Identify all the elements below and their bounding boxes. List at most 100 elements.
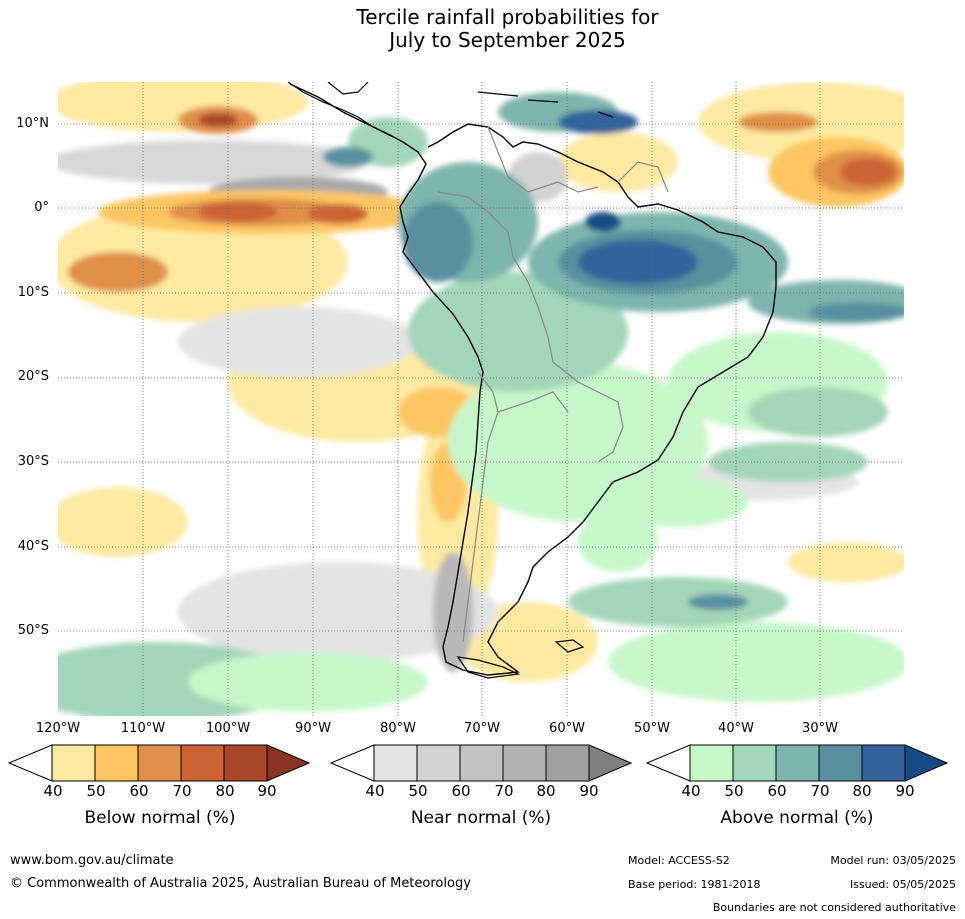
colorbar-tick: 90 bbox=[257, 782, 277, 800]
lon-label: 60°W bbox=[549, 721, 585, 736]
colorbar-segment bbox=[94, 744, 139, 782]
colorbar-tick: 60 bbox=[451, 782, 471, 800]
above-normal-region bbox=[748, 387, 888, 437]
lon-label: 40°W bbox=[718, 721, 754, 736]
below-normal-region bbox=[738, 112, 818, 132]
below-normal-region bbox=[198, 202, 278, 222]
model-name: Model: ACCESS-S2 bbox=[628, 854, 730, 867]
above-normal-region bbox=[188, 652, 428, 712]
below-normal-region bbox=[840, 158, 896, 186]
colorbar-tick: 60 bbox=[129, 782, 149, 800]
colorbar-segment bbox=[818, 744, 863, 782]
below-normal-region bbox=[68, 252, 168, 292]
lat-label: 40°S bbox=[17, 539, 49, 554]
colorbar-segment bbox=[588, 744, 632, 782]
south-america-coastline bbox=[289, 83, 777, 676]
above-normal-region bbox=[568, 577, 788, 627]
map-title-line-1: Tercile rainfall probabilities for bbox=[356, 5, 659, 29]
probability-field bbox=[58, 82, 904, 716]
falkland-islands bbox=[554, 639, 585, 653]
colorbar-segment bbox=[502, 744, 547, 782]
country-borders bbox=[437, 126, 669, 643]
below-normal-legend-title: Below normal (%) bbox=[84, 808, 236, 828]
colorbar-tick: 50 bbox=[724, 782, 744, 800]
colorbar-tick: 70 bbox=[172, 782, 192, 800]
boundaries-disclaimer: Boundaries are not considered authoritat… bbox=[712, 901, 956, 914]
colorbar-segment bbox=[8, 744, 53, 782]
colorbar-tick: 50 bbox=[408, 782, 428, 800]
model-run-date: Model run: 03/05/2025 bbox=[830, 854, 956, 867]
above-normal-region bbox=[608, 622, 904, 702]
lon-label: 120°W bbox=[35, 721, 81, 736]
above-normal-legend-title: Above normal (%) bbox=[720, 808, 874, 828]
colorbar-segment bbox=[137, 744, 182, 782]
above-normal-region bbox=[403, 202, 473, 282]
colorbar-segment bbox=[861, 744, 906, 782]
near-normal-region bbox=[58, 140, 368, 184]
near-normal-legend-title: Near normal (%) bbox=[410, 808, 552, 828]
above-normal-region bbox=[585, 212, 621, 232]
colorbar-tick: 80 bbox=[852, 782, 872, 800]
lon-label: 30°W bbox=[802, 721, 838, 736]
lat-label: 20°S bbox=[17, 369, 49, 384]
lon-label: 70°W bbox=[464, 721, 500, 736]
colorbar-segment bbox=[373, 744, 418, 782]
above-normal-colorbar bbox=[646, 744, 948, 782]
colorbar-tick: 50 bbox=[86, 782, 106, 800]
central-america-coastline bbox=[287, 82, 394, 138]
issued-date: Issued: 05/05/2025 bbox=[849, 878, 956, 891]
colorbar-segment bbox=[775, 744, 820, 782]
colorbar-tick: 40 bbox=[43, 782, 63, 800]
colorbar-segment bbox=[330, 744, 375, 782]
colorbar-tick: 70 bbox=[810, 782, 830, 800]
lat-label: 10°S bbox=[17, 285, 49, 300]
colorbar-tick: 40 bbox=[681, 782, 701, 800]
colorbar-segment bbox=[689, 744, 734, 782]
colorbar-segment bbox=[646, 744, 691, 782]
colorbar-tick: 40 bbox=[365, 782, 385, 800]
graticule bbox=[58, 82, 904, 716]
map-canvas bbox=[58, 82, 904, 716]
lat-label: 10°N bbox=[16, 116, 49, 131]
below-normal-region bbox=[308, 204, 368, 224]
above-normal-region bbox=[608, 477, 748, 527]
colorbar-segment bbox=[180, 744, 225, 782]
lat-label: 50°S bbox=[17, 623, 49, 638]
above-normal-region bbox=[578, 512, 658, 572]
lon-label: 110°W bbox=[120, 721, 166, 736]
colorbar-segment bbox=[732, 744, 777, 782]
colorbar-segment bbox=[266, 744, 310, 782]
colorbar-tick: 90 bbox=[895, 782, 915, 800]
colorbar-tick: 60 bbox=[767, 782, 787, 800]
above-normal-region bbox=[408, 272, 628, 392]
colorbar-tick: 80 bbox=[536, 782, 556, 800]
lon-label: 100°W bbox=[205, 721, 251, 736]
above-normal-region bbox=[688, 594, 748, 610]
colorbar-segment bbox=[904, 744, 948, 782]
colorbar-segment bbox=[459, 744, 504, 782]
colorbar-segment bbox=[545, 744, 590, 782]
below-normal-region bbox=[198, 113, 238, 127]
above-normal-region bbox=[578, 240, 698, 284]
base-period: Base period: 1981-2018 bbox=[628, 878, 761, 891]
colorbar-tick: 90 bbox=[579, 782, 599, 800]
colorbar-tick: 70 bbox=[494, 782, 514, 800]
caribbean-islands bbox=[477, 91, 614, 118]
website-link[interactable]: www.bom.gov.au/climate bbox=[10, 853, 174, 868]
rainfall-probability-map bbox=[58, 82, 904, 716]
colorbar-segment bbox=[51, 744, 96, 782]
below-normal-region bbox=[788, 542, 904, 582]
lon-label: 80°W bbox=[380, 721, 416, 736]
near-normal-colorbar bbox=[330, 744, 632, 782]
lat-label: 30°S bbox=[17, 454, 49, 469]
above-normal-region bbox=[558, 110, 638, 134]
tierra-del-fuego bbox=[456, 656, 521, 679]
lon-label: 90°W bbox=[295, 721, 331, 736]
map-title-line-2: July to September 2025 bbox=[389, 28, 626, 52]
colorbar-tick: 80 bbox=[215, 782, 235, 800]
near-normal-region bbox=[178, 307, 418, 377]
copyright-text: © Commonwealth of Australia 2025, Austra… bbox=[10, 876, 471, 891]
near-normal-region bbox=[178, 562, 498, 662]
below-normal-region bbox=[58, 487, 188, 557]
colorbar-segment bbox=[223, 744, 268, 782]
